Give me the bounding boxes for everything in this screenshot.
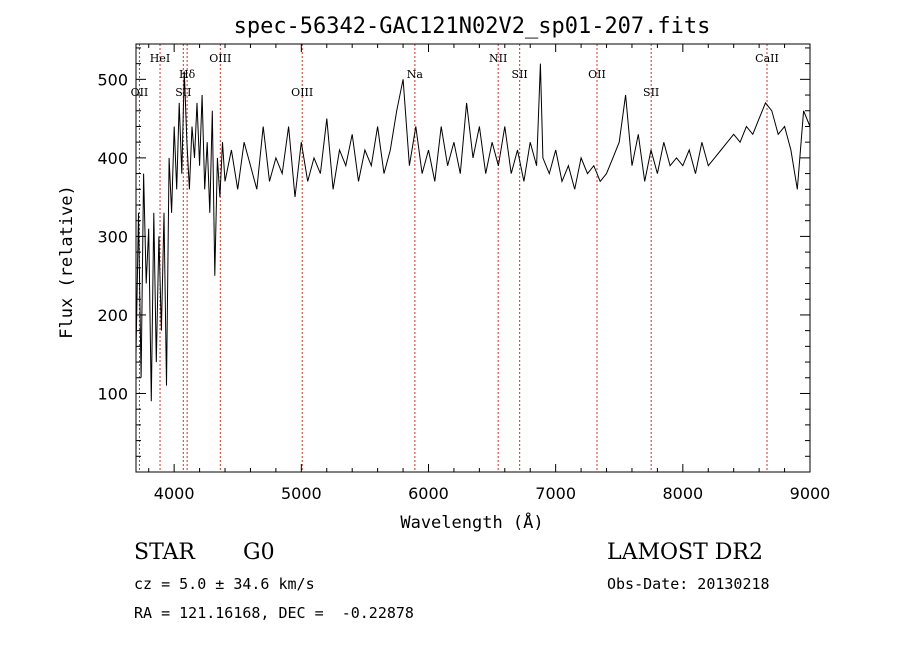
y-axis-label: Flux (relative) bbox=[57, 185, 77, 339]
line-label-hδ: Hδ bbox=[179, 68, 196, 81]
line-label-hei: HeI bbox=[150, 52, 170, 65]
line-label-oiii: OIII bbox=[209, 52, 231, 65]
x-tick-label: 7000 bbox=[535, 484, 576, 503]
x-tick-label: 5000 bbox=[281, 484, 322, 503]
line-label-oii: OII bbox=[588, 68, 606, 81]
x-tick-label: 9000 bbox=[790, 484, 831, 503]
line-label-sii: SII bbox=[512, 68, 528, 81]
chart-title: spec-56342-GAC121N02V2_sp01-207.fits bbox=[234, 14, 711, 39]
x-tick-label: 8000 bbox=[662, 484, 703, 503]
y-tick-label: 300 bbox=[97, 227, 128, 246]
line-label-sii: SII bbox=[643, 86, 659, 99]
y-tick-label: 500 bbox=[97, 70, 128, 89]
x-axis-label: Wavelength (Å) bbox=[400, 511, 543, 533]
x-tick-label: 6000 bbox=[408, 484, 449, 503]
coordinates: RA = 121.16168, DEC = -0.22878 bbox=[134, 604, 414, 622]
object-subclass: G0 bbox=[243, 540, 275, 565]
plot-frame bbox=[135, 43, 811, 473]
y-tick-label: 400 bbox=[97, 149, 128, 168]
line-label-nii: NII bbox=[489, 52, 507, 65]
line-label-caii: CaII bbox=[755, 52, 779, 65]
spectrum-line bbox=[135, 63, 811, 402]
line-label-na: Na bbox=[407, 68, 424, 81]
redshift-cz: cz = 5.0 ± 34.6 km/s bbox=[134, 575, 315, 593]
object-class: STAR bbox=[134, 540, 195, 565]
line-label-oiii: OIII bbox=[291, 86, 313, 99]
survey-name: LAMOST DR2 bbox=[607, 540, 763, 565]
y-tick-label: 200 bbox=[97, 306, 128, 325]
x-axis-ticks: 4000 5000 6000 7000 8000 9000 bbox=[148, 44, 831, 503]
y-axis-ticks: 100 200 300 400 500 bbox=[97, 47, 810, 457]
observation-date: Obs-Date: 20130218 bbox=[607, 575, 770, 593]
x-tick-label: 4000 bbox=[154, 484, 195, 503]
emission-line-markers bbox=[138, 44, 768, 472]
line-label-oii: OII bbox=[131, 86, 149, 99]
y-tick-label: 100 bbox=[97, 384, 128, 403]
